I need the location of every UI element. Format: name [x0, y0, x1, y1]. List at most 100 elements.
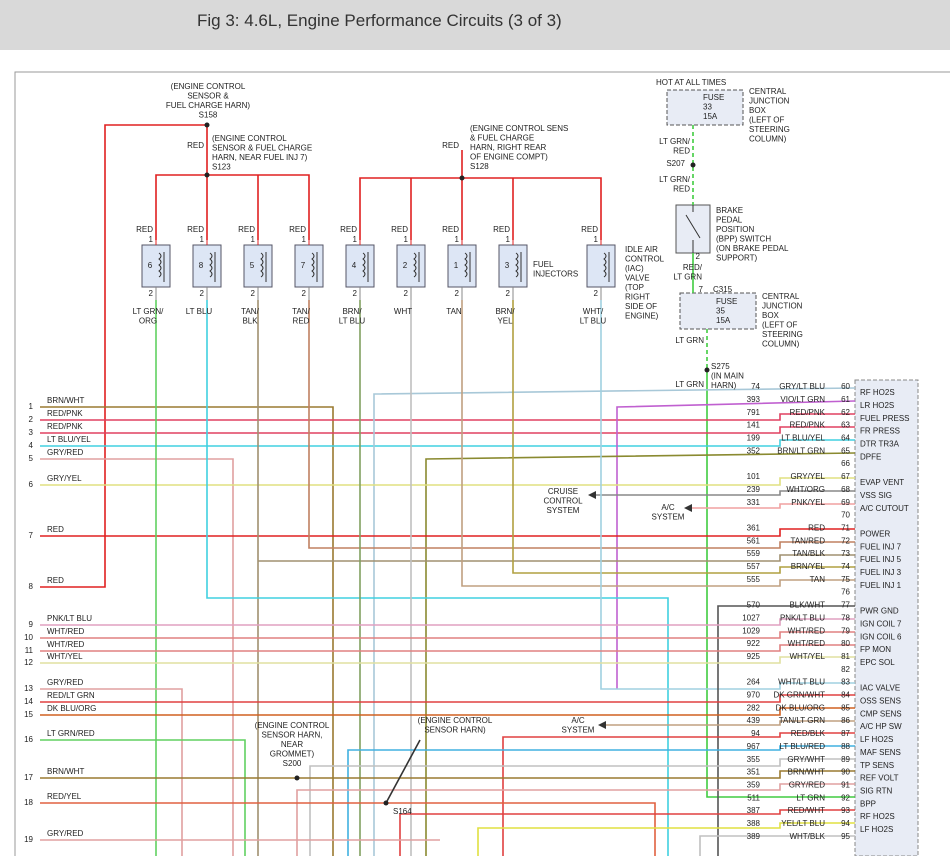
- annotation: CONTROL: [543, 497, 583, 506]
- pcm-pin: 64: [841, 434, 850, 443]
- pin-function: FUEL INJ 3: [860, 568, 902, 577]
- wire-color: LT GRN/: [133, 307, 165, 316]
- wire-color: BRN/WHT: [788, 768, 825, 777]
- wire-color: BRN/LT GRN: [777, 446, 825, 455]
- connector-pin: 13: [24, 684, 33, 693]
- connector-pin: 9: [29, 620, 34, 629]
- wire: [385, 739, 421, 804]
- annotation: LT GRN/: [659, 137, 691, 146]
- pcm-pin: 88: [841, 742, 850, 751]
- wire-color: RED/LT GRN: [47, 691, 95, 700]
- annotation: (ON BRAKE PEDAL: [716, 244, 789, 253]
- annotation: 35: [716, 307, 725, 316]
- injector: [192, 244, 222, 288]
- wire: [461, 300, 855, 587]
- arrow-head: [684, 504, 692, 512]
- wire: [40, 439, 855, 447]
- pcm-pin: 61: [841, 395, 850, 404]
- annotation: (LEFT OF: [749, 116, 785, 125]
- pin-number: 2: [149, 289, 154, 298]
- circuit-number: 199: [747, 434, 761, 443]
- wire-color: YEL/LT BLU: [781, 819, 825, 828]
- connector-pin: 18: [24, 798, 33, 807]
- annotation: LT GRN/: [659, 175, 691, 184]
- wire-color: DK GRN/WHT: [773, 691, 825, 700]
- circuit-number: 967: [747, 742, 761, 751]
- wire-color: RED: [187, 225, 204, 234]
- annotation: SUPPORT): [716, 254, 758, 263]
- splice: [459, 175, 465, 181]
- injector-number: 5: [250, 261, 255, 270]
- wire: [40, 124, 208, 588]
- wire: [206, 300, 669, 856]
- annotation: HARN): [711, 381, 737, 390]
- pin-number: 1: [353, 235, 358, 244]
- annotation: SENSOR HARN): [424, 726, 486, 735]
- annotation: 33: [703, 103, 712, 112]
- annotation: (ENGINE CONTROL: [255, 721, 330, 730]
- connector-pin: 12: [24, 658, 33, 667]
- pcm-pin: 85: [841, 703, 850, 712]
- pin-number: 1: [594, 235, 599, 244]
- wire: [40, 694, 855, 703]
- pin-number: 1: [302, 235, 307, 244]
- annotation: RED/: [683, 263, 703, 272]
- pin-number: 1: [455, 235, 460, 244]
- wire-color: WHT/BLK: [789, 832, 825, 841]
- wire-color: GRY/RED: [47, 678, 84, 687]
- injector-number: 1: [454, 261, 459, 270]
- wire-color: WHT/LT BLU: [778, 678, 825, 687]
- wire: [717, 605, 855, 856]
- annotation: VALVE: [625, 274, 650, 283]
- fuse-box: [666, 89, 744, 126]
- wire: [606, 720, 855, 726]
- circuit-number: 922: [747, 639, 761, 648]
- wire-color: RED/PNK: [47, 409, 83, 418]
- annotation: INJECTORS: [533, 270, 578, 279]
- pin-function: IAC VALVE: [860, 684, 900, 693]
- pcm-connector: [854, 379, 919, 856]
- annotation: BOX: [762, 311, 780, 320]
- wire-color: RED: [581, 225, 598, 234]
- connector-pin: 6: [29, 480, 34, 489]
- circuit-number: 970: [747, 691, 761, 700]
- annotation: S123: [212, 163, 231, 172]
- pin-number: 2: [404, 289, 409, 298]
- circuit-number: 561: [747, 536, 761, 545]
- annotation: FUEL CHARGE HARN): [166, 101, 250, 110]
- pcm-pin: 74: [841, 562, 850, 571]
- arrow-head: [598, 721, 606, 729]
- pin-number: 1: [200, 235, 205, 244]
- annotation: HARN, NEAR FUEL INJ 7): [212, 153, 308, 162]
- wire-color: WHT/: [583, 307, 604, 316]
- annotation: FUSE: [716, 297, 737, 306]
- pin-function: DPFE: [860, 452, 881, 461]
- pin-function: BPP: [860, 799, 876, 808]
- circuit-number: 559: [747, 549, 761, 558]
- wire: [40, 688, 183, 856]
- annotation: (BPP) SWITCH: [716, 235, 771, 244]
- circuit-number: 557: [747, 562, 761, 571]
- annotation: PEDAL: [716, 216, 743, 225]
- annotation: SYSTEM: [652, 513, 685, 522]
- pcm-pin: 92: [841, 793, 850, 802]
- wire: [258, 554, 855, 562]
- circuit-number: 74: [751, 382, 760, 391]
- wire-color: BLK/WHT: [789, 601, 825, 610]
- pcm-pin: 82: [841, 665, 850, 674]
- annotation: S207: [666, 159, 685, 168]
- injector-number: 2: [403, 261, 408, 270]
- annotation: CENTRAL: [762, 292, 800, 301]
- circuit-number: 282: [747, 703, 761, 712]
- wire: [477, 822, 855, 856]
- annotation: S275: [711, 362, 730, 371]
- annotation: ENGINE): [625, 312, 659, 321]
- splice: [690, 162, 696, 168]
- diagram-frame: [14, 71, 950, 856]
- annotation: 7: [699, 285, 704, 294]
- wire-color: GRY/LT BLU: [779, 382, 825, 391]
- wire-color: TAN/BLK: [792, 549, 825, 558]
- wire: [706, 370, 855, 798]
- connector-pin: 7: [29, 531, 34, 540]
